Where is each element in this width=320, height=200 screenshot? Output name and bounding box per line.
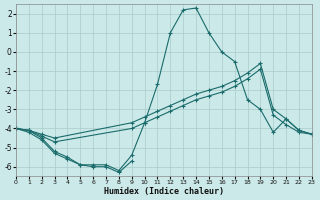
X-axis label: Humidex (Indice chaleur): Humidex (Indice chaleur) [104, 187, 224, 196]
